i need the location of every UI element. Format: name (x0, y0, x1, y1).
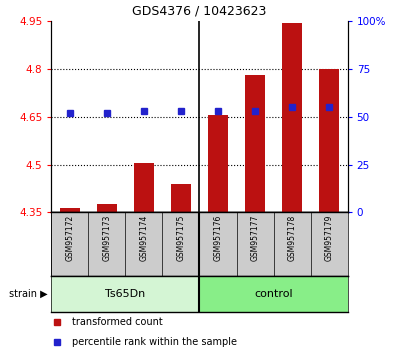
Text: control: control (254, 289, 293, 299)
Text: Ts65Dn: Ts65Dn (105, 289, 145, 299)
Bar (319, 69, 339, 212)
Bar (245, 75, 265, 212)
Bar (171, 184, 191, 212)
Text: GSM957177: GSM957177 (250, 214, 260, 261)
Bar (60, 207, 80, 212)
Text: GDS4376 / 10423623: GDS4376 / 10423623 (132, 5, 267, 18)
Bar (208, 115, 228, 212)
Text: GSM957174: GSM957174 (139, 214, 149, 261)
Text: GSM957172: GSM957172 (65, 214, 74, 261)
Text: GSM957173: GSM957173 (102, 214, 111, 261)
Text: strain ▶: strain ▶ (9, 289, 47, 299)
Bar (97, 204, 117, 212)
Bar (134, 163, 154, 212)
Text: transformed count: transformed count (72, 318, 163, 327)
Bar (199, 276, 348, 312)
Bar (51, 276, 199, 312)
Text: GSM957178: GSM957178 (288, 214, 297, 261)
Bar (282, 23, 302, 212)
Text: percentile rank within the sample: percentile rank within the sample (72, 337, 237, 347)
Text: GSM957179: GSM957179 (325, 214, 334, 261)
Text: GSM957176: GSM957176 (213, 214, 222, 261)
Text: GSM957175: GSM957175 (177, 214, 186, 261)
